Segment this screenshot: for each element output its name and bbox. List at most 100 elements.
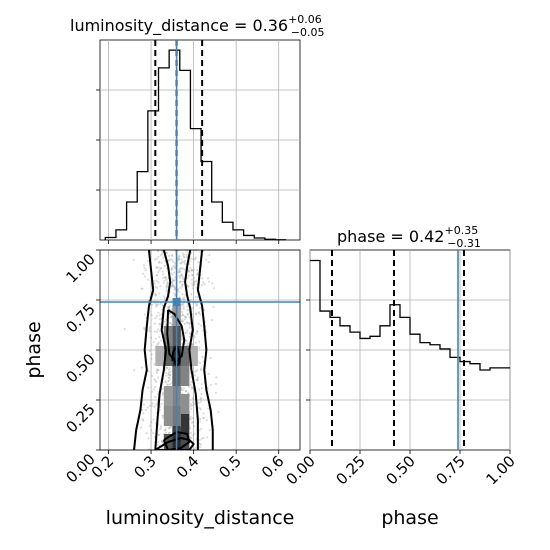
scatter-point bbox=[162, 273, 165, 276]
scatter-point bbox=[155, 303, 158, 306]
scatter-point bbox=[170, 254, 174, 257]
scatter-point bbox=[186, 309, 189, 312]
scatter-point bbox=[152, 279, 155, 283]
scatter-point bbox=[189, 383, 192, 387]
scatter-point bbox=[172, 292, 175, 295]
scatter-point bbox=[154, 285, 157, 289]
scatter-point bbox=[165, 284, 168, 287]
scatter-point bbox=[158, 336, 161, 339]
scatter-point bbox=[151, 402, 154, 405]
scatter-point bbox=[169, 315, 173, 319]
scatter-point bbox=[195, 332, 198, 335]
scatter-point bbox=[159, 302, 162, 305]
histogram-step-line bbox=[104, 49, 287, 241]
scatter-point bbox=[195, 279, 198, 282]
scatter-point bbox=[151, 303, 154, 306]
scatter-point bbox=[178, 254, 181, 258]
scatter-point bbox=[196, 295, 199, 299]
phase-title-main: phase = 0.42 bbox=[337, 227, 444, 246]
joint-panel: 0.2 0.3 0.4 0.5 0.60.000.250.500.751.00 lumi… bbox=[23, 249, 301, 529]
scatter-point bbox=[183, 255, 186, 259]
scatter-point bbox=[167, 259, 170, 262]
scatter-point bbox=[186, 342, 189, 345]
scatter-point bbox=[163, 279, 166, 282]
scatter-point bbox=[158, 314, 161, 317]
scatter-point bbox=[208, 253, 211, 257]
scatter-point bbox=[143, 328, 146, 331]
scatter-point bbox=[190, 292, 193, 296]
scatter-point bbox=[164, 428, 167, 432]
scatter-point bbox=[188, 323, 191, 326]
scatter-point bbox=[166, 305, 170, 309]
scatter-point bbox=[158, 261, 161, 264]
x-tick-label: 0.50 bbox=[382, 452, 418, 488]
scatter-point bbox=[123, 327, 126, 331]
scatter-point bbox=[167, 373, 170, 376]
phase-title-sup: +0.35 bbox=[444, 224, 478, 237]
scatter-point bbox=[206, 277, 210, 280]
scatter-point bbox=[157, 311, 160, 314]
scatter-point bbox=[187, 274, 190, 277]
scatter-point bbox=[195, 303, 199, 306]
scatter-point bbox=[190, 386, 193, 389]
scatter-point bbox=[181, 267, 184, 270]
scatter-point bbox=[180, 338, 183, 341]
scatter-point bbox=[153, 258, 157, 261]
scatter-point bbox=[191, 284, 194, 287]
scatter-point bbox=[191, 274, 194, 277]
scatter-point bbox=[156, 328, 159, 331]
scatter-point bbox=[150, 421, 153, 424]
scatter-point bbox=[192, 334, 195, 337]
luminosity-distance-title: luminosity_distance = 0.36+0.06 −0.05 bbox=[70, 13, 325, 39]
y-tick-label: 0.50 bbox=[62, 350, 98, 386]
density-cell bbox=[163, 346, 173, 366]
scatter-point bbox=[186, 313, 190, 316]
scatter-point bbox=[202, 281, 205, 284]
scatter-point bbox=[195, 302, 198, 305]
scatter-point bbox=[196, 378, 199, 381]
scatter-point bbox=[169, 373, 172, 377]
scatter-point bbox=[142, 403, 146, 406]
scatter-point bbox=[197, 401, 200, 404]
scatter-point bbox=[188, 331, 192, 335]
scatter-point bbox=[193, 282, 196, 285]
scatter-point bbox=[143, 275, 146, 278]
scatter-point bbox=[156, 443, 159, 446]
scatter-point bbox=[180, 258, 183, 261]
x-tick-label: 0.4 bbox=[173, 452, 203, 482]
scatter-point bbox=[150, 353, 153, 356]
scatter-point bbox=[192, 370, 195, 373]
scatter-point bbox=[193, 258, 197, 261]
scatter-point bbox=[168, 306, 171, 309]
scatter-point bbox=[155, 380, 158, 384]
density-cell bbox=[180, 366, 190, 386]
y-tick-label: 0.00 bbox=[62, 450, 98, 486]
scatter-point bbox=[161, 393, 164, 396]
density-cell bbox=[180, 394, 190, 414]
scatter-point bbox=[200, 386, 203, 390]
scatter-point bbox=[193, 402, 196, 405]
scatter-point bbox=[150, 313, 153, 317]
scatter-point bbox=[161, 270, 164, 273]
scatter-point bbox=[177, 268, 181, 272]
scatter-point bbox=[171, 265, 175, 268]
scatter-point bbox=[186, 329, 189, 332]
scatter-point bbox=[154, 337, 157, 340]
scatter-point bbox=[169, 370, 172, 373]
scatter-point bbox=[187, 270, 191, 273]
scatter-point bbox=[193, 447, 196, 450]
scatter-point bbox=[149, 330, 152, 333]
phase-marginal-panel: 0.00 0.25 0.50 0.75 1.00 phase = 0.42+0.35 −0… bbox=[282, 224, 518, 529]
scatter-point bbox=[178, 270, 181, 273]
scatter-point bbox=[151, 404, 154, 407]
scatter-point bbox=[169, 272, 173, 275]
scatter-point bbox=[161, 414, 164, 417]
scatter-point bbox=[181, 252, 185, 255]
scatter-point bbox=[157, 271, 160, 274]
density-cell bbox=[189, 346, 198, 366]
scatter-point bbox=[156, 250, 160, 252]
scatter-point bbox=[209, 357, 212, 360]
density-cell bbox=[180, 414, 190, 434]
scatter-point bbox=[183, 322, 187, 325]
